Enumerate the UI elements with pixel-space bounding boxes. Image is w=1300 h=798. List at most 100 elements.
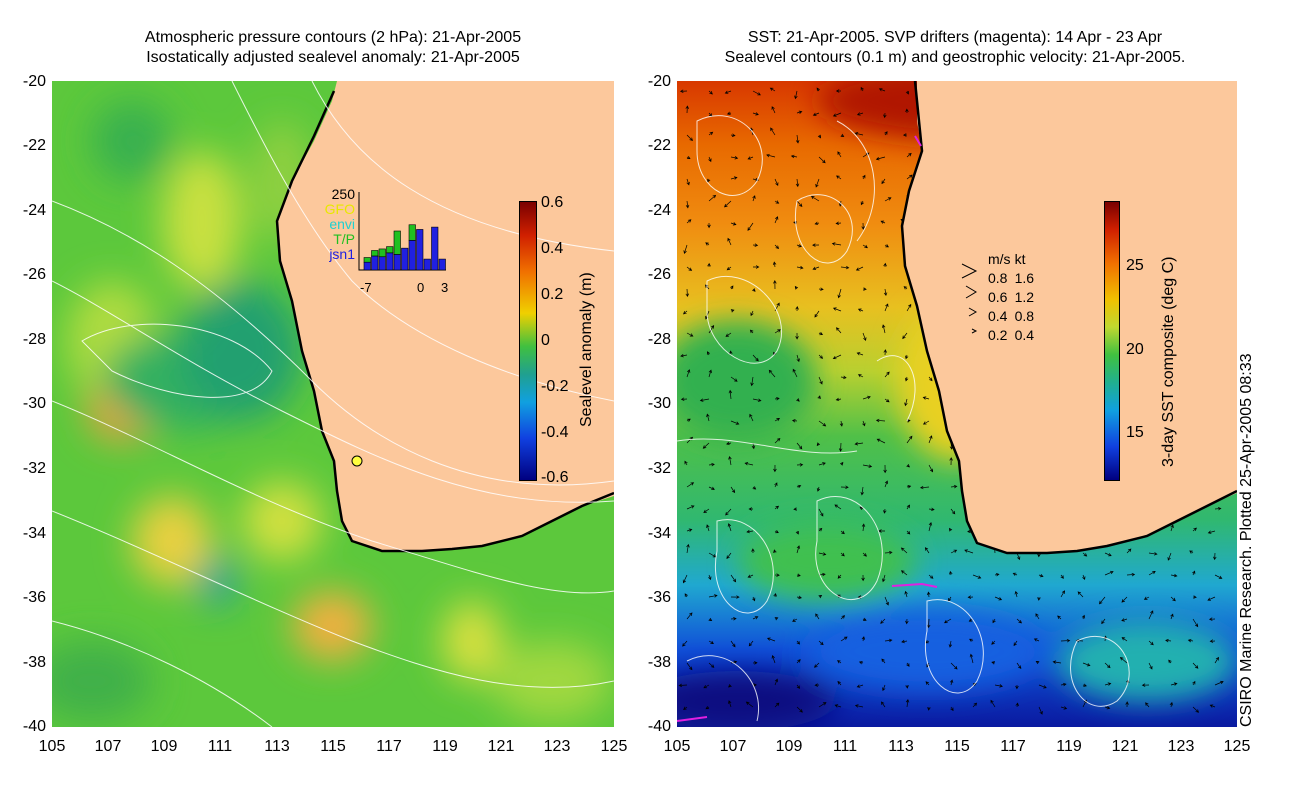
velocity-arrow: [991, 640, 996, 645]
velocity-arrow: [1057, 615, 1062, 620]
velocity-arrow: [752, 265, 760, 269]
legend-ms: 0.6: [988, 289, 1008, 305]
velocity-arrow: [682, 640, 688, 647]
velocity-arrow: [686, 369, 691, 378]
velocity-arrow: [685, 200, 690, 209]
sst-cbar-tick: 25: [1126, 257, 1144, 274]
velocity-arrow: [796, 684, 801, 689]
velocity-arrow: [840, 530, 845, 535]
velocity-arrow: [1208, 617, 1216, 621]
velocity-arrow: [901, 639, 908, 644]
velocity-arrow: [795, 530, 799, 535]
velocity-arrow: [1104, 682, 1112, 686]
velocity-arrow: [708, 369, 713, 378]
arrow-0-4-icon: [968, 307, 978, 317]
left-xtick: 123: [543, 738, 571, 755]
velocity-arrow: [684, 593, 688, 598]
velocity-arrow: [796, 463, 804, 467]
sealevel-contours: [677, 115, 1130, 722]
velocity-arrow: [840, 461, 844, 466]
velocity-arrow: [702, 442, 710, 449]
inset-bar-tp: [371, 250, 379, 257]
velocity-arrow: [793, 507, 798, 511]
velocity-arrow: [1033, 638, 1040, 642]
velocity-arrow: [1104, 552, 1112, 557]
velocity-arrow: [792, 368, 798, 378]
velocity-arrow: [837, 288, 842, 299]
velocity-arrow: [814, 310, 820, 318]
right-ytick: -34: [647, 525, 671, 542]
velocity-arrow: [1121, 596, 1128, 603]
inset-xlabel-end: 3: [441, 280, 449, 295]
velocity-arrow: [1104, 705, 1111, 710]
velocity-arrow: [708, 617, 713, 622]
velocity-arrow: [818, 552, 827, 556]
velocity-arrow: [839, 420, 844, 427]
velocity-arrow: [815, 178, 820, 188]
velocity-arrow: [925, 681, 930, 686]
velocity-arrow: [837, 151, 842, 158]
velocity-arrow: [752, 661, 758, 665]
inset-bar-jsn1: [423, 258, 431, 271]
right-ytick: -24: [647, 202, 671, 219]
velocity-arrow: [928, 464, 933, 473]
velocity-arrow: [1081, 614, 1086, 620]
velocity-arrow: [991, 661, 996, 665]
velocity-arrow: [1192, 680, 1196, 686]
sst-map: [677, 81, 1237, 727]
velocity-arrow: [774, 329, 781, 334]
left-xtick: 125: [600, 738, 628, 755]
velocity-arrow: [794, 285, 799, 290]
velocity-arrow: [884, 371, 890, 378]
velocity-arrow: [752, 112, 759, 116]
left-xtick: 119: [432, 738, 458, 755]
velocity-arrow: [862, 332, 867, 341]
velocity-arrow: [818, 595, 823, 599]
right-title-line1: SST: 21-Apr-2005. SVP drifters (magenta)…: [747, 29, 1163, 46]
velocity-arrow: [905, 90, 909, 95]
velocity-arrow: [726, 552, 732, 560]
velocity-arrow: [730, 595, 740, 599]
velocity-arrow: [686, 612, 693, 620]
velocity-arrow: [835, 221, 842, 225]
right-ytick: -22: [647, 137, 671, 154]
velocity-arrow: [858, 661, 864, 665]
velocity-arrow: [747, 574, 754, 578]
velocity-arrow: [749, 413, 754, 422]
velocity-arrow: [972, 574, 982, 579]
velocity-arrow: [906, 303, 912, 312]
velocity-arrow: [905, 698, 910, 708]
velocity-arrow: [796, 200, 803, 208]
velocity-arrow: [730, 176, 738, 180]
velocity-arrow: [903, 286, 908, 290]
velocity-legend-arrows: [961, 263, 978, 334]
sst-coastline: [900, 81, 1237, 555]
velocity-arrow: [705, 706, 710, 710]
left-xtick: 113: [264, 738, 290, 755]
velocity-arrow: [708, 662, 715, 668]
velocity-arrow: [1015, 702, 1019, 708]
velocity-arrow: [752, 288, 756, 292]
right-xtick: 105: [663, 738, 691, 755]
velocity-arrow: [1192, 662, 1199, 669]
velocity-arrow: [817, 395, 821, 400]
velocity-arrow: [1098, 596, 1106, 605]
velocity-arrow: [774, 530, 779, 534]
velocity-arrow: [1213, 552, 1217, 561]
velocity-arrow: [684, 460, 688, 466]
right-xtick: 121: [1111, 738, 1139, 755]
inset-xlabel-start: -7: [360, 280, 372, 295]
velocity-arrow: [730, 486, 736, 494]
velocity-arrow: [747, 222, 754, 231]
velocity-arrow: [1012, 572, 1018, 576]
left-ytick: -20: [22, 73, 46, 90]
velocity-arrow: [950, 706, 954, 712]
velocity-arrow: [862, 617, 867, 621]
inset-bar-jsn1: [393, 254, 401, 271]
legend-tp: T/P: [333, 231, 355, 247]
velocity-arrow: [928, 574, 934, 579]
velocity-arrow: [902, 332, 908, 340]
inset-max-label: 250: [331, 186, 355, 202]
station-marker: [351, 455, 363, 467]
velocity-arrow: [1209, 639, 1216, 643]
